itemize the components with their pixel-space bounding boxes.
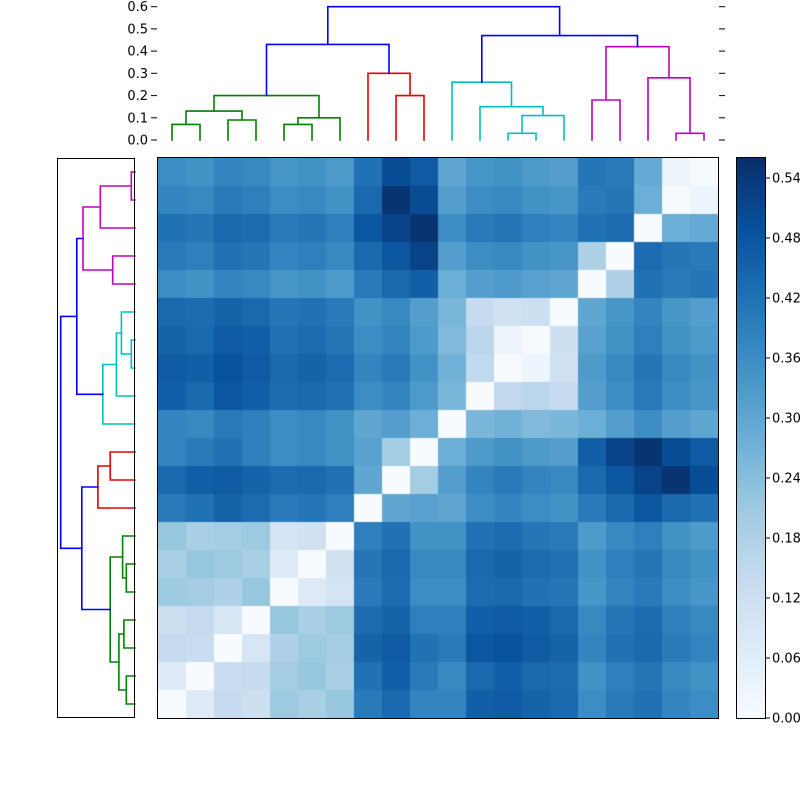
left-dendrogram bbox=[59, 171, 136, 705]
dendrogram-link-G2 bbox=[227, 119, 257, 141]
top-dendrogram-axis: 0.0 0.1 0.2 0.3 0.4 0.5 0.6 bbox=[127, 0, 725, 149]
dendrogram-link-B1 bbox=[265, 43, 390, 97]
colorbar-tick-label: 0.24 bbox=[772, 472, 800, 487]
dendrogram-link-G5 bbox=[121, 535, 136, 579]
colorbar-gradient bbox=[737, 158, 765, 718]
dendrogram-link-C1 bbox=[130, 339, 136, 369]
dendrogram-link-M4 bbox=[82, 206, 114, 271]
dendrogram-link-R1 bbox=[109, 451, 136, 481]
dendrogram-link-C2 bbox=[120, 311, 136, 355]
colorbar-tick-label: 0.42 bbox=[772, 292, 800, 307]
left-dendrogram-frame bbox=[57, 158, 135, 718]
dendrogram-link-C3 bbox=[115, 332, 136, 397]
dendrogram-link-M1 bbox=[591, 99, 621, 141]
colorbar-axis: 0.00 0.06 0.12 0.18 0.24 0.30 0.36 0.42 0.48 0.54 bbox=[766, 172, 800, 727]
colorbar-tick-label: 0.54 bbox=[772, 172, 800, 187]
colorbar-tick-label: 0.48 bbox=[772, 232, 800, 247]
distance-matrix-heatmap bbox=[158, 158, 718, 718]
dendrogram-link-R2 bbox=[367, 72, 411, 141]
dendrogram-link-B3 bbox=[59, 315, 83, 550]
axis-tick-label: 0.2 bbox=[127, 89, 148, 104]
dendrogram-link-B2 bbox=[480, 34, 639, 83]
dendrogram-link-C4 bbox=[102, 363, 136, 425]
axis-tick-label: 0.3 bbox=[127, 67, 148, 82]
axis-tick-label: 0.5 bbox=[127, 22, 148, 37]
dendrogram-link-M1 bbox=[111, 255, 136, 285]
dendrogram-link-C4 bbox=[451, 81, 513, 141]
dendrogram-link-G5 bbox=[297, 117, 341, 141]
dendrogram-link-C1 bbox=[507, 132, 537, 141]
dendrogram-link-G3 bbox=[118, 633, 128, 691]
dendrogram-link-M3 bbox=[99, 185, 136, 229]
colorbar-tick-label: 0.30 bbox=[772, 412, 800, 427]
dendrogram-link-G1 bbox=[125, 675, 136, 705]
dendrogram-link-M3 bbox=[647, 77, 691, 141]
dendrogram-link-G4 bbox=[283, 123, 313, 141]
dendrogram-link-M4 bbox=[605, 45, 670, 101]
colorbar-tick-label: 0.06 bbox=[772, 652, 800, 667]
dendrogram-link-G6 bbox=[213, 94, 320, 119]
dendrogram-link-G1 bbox=[171, 123, 201, 141]
dendrogram-link-M2 bbox=[675, 132, 705, 141]
dendrogram-link-C2 bbox=[521, 114, 565, 141]
axis-tick-label: 0.1 bbox=[127, 111, 148, 126]
colorbar-tick-label: 0.18 bbox=[772, 532, 800, 547]
colorbar-tick-label: 0.36 bbox=[772, 352, 800, 367]
dendrogram-link-C3 bbox=[479, 105, 544, 141]
dendrogram-link-G4 bbox=[125, 563, 136, 593]
axis-tick-label: 0.4 bbox=[127, 45, 148, 60]
dendrogram-link-B2 bbox=[76, 237, 104, 396]
dendrogram-link-G6 bbox=[109, 556, 124, 663]
dendrogram-link-G3 bbox=[185, 110, 243, 126]
colorbar-tick-label: 0.12 bbox=[772, 592, 800, 607]
dendrogram-link-R1 bbox=[395, 94, 425, 141]
colorbar-tick-label: 0.00 bbox=[772, 712, 800, 727]
dendrogram-link-G2 bbox=[123, 619, 136, 649]
dendrogram-link-R2 bbox=[97, 465, 136, 509]
dendrogram-link-B1 bbox=[81, 486, 111, 611]
top-dendrogram bbox=[171, 5, 705, 141]
dendrogram-link-B3 bbox=[326, 5, 561, 46]
axis-tick-label: 0.6 bbox=[127, 0, 148, 15]
dendrogram-link-M2 bbox=[130, 171, 136, 201]
axis-tick-label: 0.0 bbox=[127, 134, 148, 149]
